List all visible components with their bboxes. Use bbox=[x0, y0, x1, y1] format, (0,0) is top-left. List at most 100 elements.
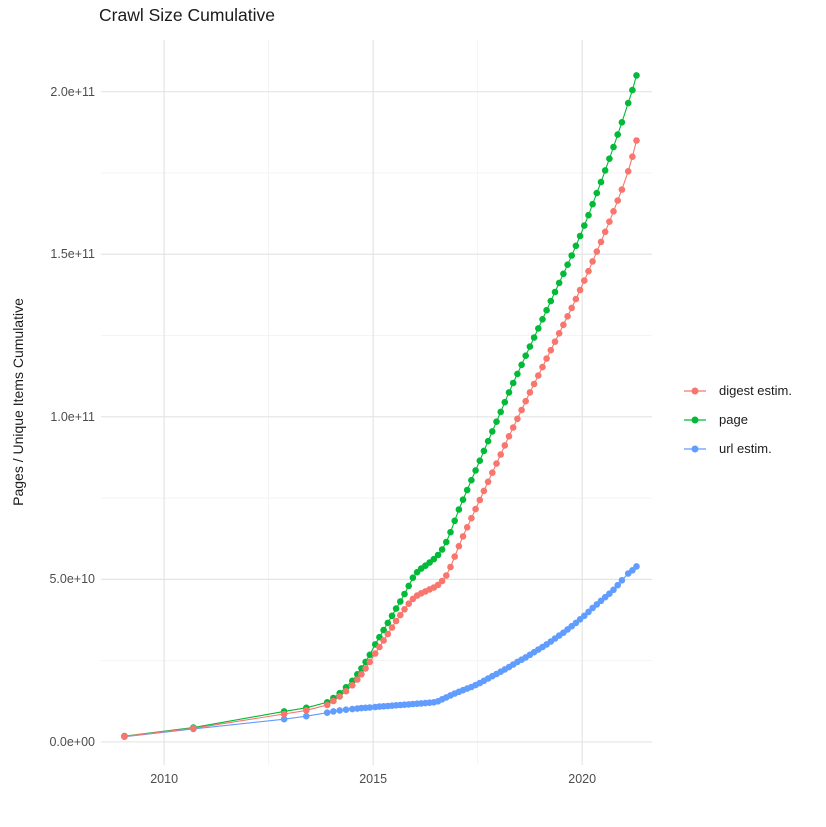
data-point bbox=[535, 372, 542, 379]
data-point bbox=[539, 363, 546, 371]
data-point bbox=[484, 478, 492, 486]
data-point bbox=[493, 460, 500, 467]
data-point bbox=[455, 542, 463, 550]
data-point bbox=[459, 533, 467, 540]
data-point bbox=[610, 143, 617, 151]
legend-label-page: page bbox=[719, 412, 748, 427]
data-point bbox=[480, 447, 488, 455]
data-point bbox=[336, 707, 344, 714]
data-point bbox=[576, 232, 584, 240]
data-point bbox=[585, 608, 592, 616]
data-point bbox=[480, 487, 488, 495]
data-point bbox=[489, 469, 496, 477]
data-point bbox=[342, 687, 350, 695]
data-point bbox=[560, 270, 567, 278]
data-point bbox=[547, 346, 555, 354]
legend-entry-url-estim: url estim. bbox=[683, 434, 792, 463]
data-point bbox=[443, 572, 450, 579]
data-point bbox=[468, 514, 475, 522]
data-point bbox=[405, 582, 413, 590]
data-point bbox=[614, 197, 621, 204]
data-point bbox=[501, 398, 509, 406]
data-point bbox=[633, 72, 640, 79]
x-tick-label-2010: 2010 bbox=[150, 772, 179, 786]
data-point bbox=[530, 334, 538, 341]
data-point bbox=[468, 476, 475, 484]
data-point bbox=[543, 355, 550, 362]
data-point bbox=[555, 279, 563, 287]
data-point bbox=[539, 316, 546, 323]
data-point bbox=[514, 415, 521, 423]
data-point bbox=[629, 153, 636, 160]
data-point bbox=[497, 408, 505, 416]
x-tick-label-2015: 2015 bbox=[359, 772, 388, 786]
data-point bbox=[568, 252, 575, 259]
data-point bbox=[476, 496, 484, 504]
data-point bbox=[530, 380, 538, 388]
data-point bbox=[597, 238, 605, 246]
data-point bbox=[606, 218, 613, 225]
data-point bbox=[633, 563, 640, 570]
data-point bbox=[560, 321, 567, 329]
data-point bbox=[505, 389, 513, 396]
data-point bbox=[489, 428, 496, 435]
series-page-line bbox=[124, 75, 638, 737]
data-point bbox=[384, 630, 392, 638]
data-point bbox=[597, 178, 605, 186]
series-url-estim-points bbox=[121, 563, 640, 740]
data-point bbox=[336, 693, 344, 700]
data-point bbox=[397, 611, 404, 619]
data-point bbox=[401, 606, 408, 613]
data-point bbox=[371, 650, 379, 657]
chart-title: Crawl Size Cumulative bbox=[99, 5, 276, 25]
data-point bbox=[190, 725, 197, 732]
data-point bbox=[624, 168, 632, 175]
data-point bbox=[610, 208, 617, 215]
y-tick-label-0.0e+00: 0.0e+00 bbox=[49, 734, 95, 749]
data-point bbox=[323, 709, 331, 716]
data-point bbox=[543, 306, 550, 314]
url-series-key-icon bbox=[684, 445, 706, 452]
data-point bbox=[514, 370, 521, 378]
data-point bbox=[618, 186, 626, 193]
data-point bbox=[610, 586, 617, 594]
data-point bbox=[376, 643, 383, 651]
data-point bbox=[614, 131, 621, 138]
data-point bbox=[505, 433, 513, 440]
data-point bbox=[362, 665, 369, 672]
data-point bbox=[581, 612, 588, 620]
legend-entry-page: page bbox=[683, 405, 792, 434]
data-point bbox=[303, 707, 310, 714]
data-point bbox=[526, 343, 534, 350]
data-point bbox=[463, 524, 471, 531]
data-point bbox=[280, 715, 288, 723]
data-point bbox=[388, 624, 396, 631]
data-point bbox=[451, 517, 459, 525]
data-point bbox=[618, 119, 626, 126]
data-point bbox=[593, 248, 601, 255]
data-point bbox=[476, 457, 484, 465]
data-point bbox=[380, 637, 387, 644]
data-point bbox=[384, 619, 392, 627]
data-point bbox=[601, 228, 609, 236]
data-point bbox=[601, 167, 609, 174]
data-point bbox=[501, 442, 509, 449]
data-point bbox=[589, 258, 596, 265]
data-point bbox=[484, 437, 492, 445]
data-point bbox=[535, 325, 542, 332]
data-point bbox=[366, 704, 374, 711]
data-point bbox=[380, 626, 387, 634]
series-digest-estim-line bbox=[124, 140, 638, 737]
data-point bbox=[606, 155, 613, 162]
data-point bbox=[551, 338, 559, 346]
data-point bbox=[629, 86, 636, 94]
data-point bbox=[581, 222, 588, 229]
data-point bbox=[497, 451, 505, 458]
data-point bbox=[522, 397, 529, 405]
data-point bbox=[330, 697, 337, 705]
data-point bbox=[472, 467, 479, 474]
data-point bbox=[392, 617, 400, 625]
data-point bbox=[572, 295, 580, 303]
